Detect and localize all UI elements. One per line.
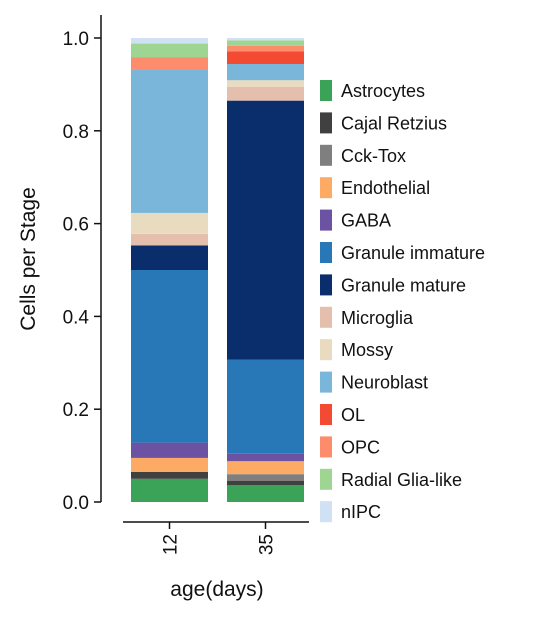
legend-label: Neuroblast xyxy=(341,373,428,393)
bar-segment-35-radial-glia-like xyxy=(227,40,304,46)
legend-label: Radial Glia-like xyxy=(341,470,462,490)
bar-segment-12-neuroblast xyxy=(131,69,208,213)
legend-label: Endothelial xyxy=(341,178,430,198)
bar-segment-12-cajal-retzius xyxy=(131,471,208,479)
legend-swatch xyxy=(320,306,332,328)
bar-segment-35-cajal-retzius xyxy=(227,480,304,486)
legend-label: Cck-Tox xyxy=(341,146,406,166)
legend-swatch xyxy=(320,371,332,393)
legend-swatch xyxy=(320,144,332,166)
bar-segment-35-cck-tox xyxy=(227,474,304,481)
bar-segment-35-mossy xyxy=(227,80,304,87)
bar-segment-35-opc xyxy=(227,45,304,52)
x-ticks: 12 35 xyxy=(161,522,278,555)
legend-label: Granule mature xyxy=(341,275,466,295)
legend: Astrocytes Cajal Retzius Cck-Tox Endothelia… xyxy=(320,80,485,523)
bar-segment-12-endothelial xyxy=(131,457,208,472)
legend-swatch xyxy=(320,177,332,199)
y-tick-label: 0.4 xyxy=(63,307,90,328)
legend-label: OL xyxy=(341,405,365,425)
legend-swatch xyxy=(320,242,332,263)
bar-segment-35-neuroblast xyxy=(227,63,304,81)
bar-segment-35-nipc xyxy=(227,38,304,41)
bar-segment-35-granule-immature xyxy=(227,359,304,454)
bar-segment-12-opc xyxy=(131,57,208,70)
legend-swatch xyxy=(320,468,332,490)
legend-label: GABA xyxy=(341,211,391,231)
legend-label: Cajal Retzius xyxy=(341,113,447,133)
y-tick-label: 0.8 xyxy=(63,122,89,143)
bar-segment-12-radial-glia-like xyxy=(131,43,208,58)
x-axis-title: age(days) xyxy=(170,578,263,601)
legend-swatch xyxy=(320,436,332,458)
y-tick-label: 0.6 xyxy=(63,215,89,236)
legend-swatch xyxy=(320,404,332,425)
legend-label: Mossy xyxy=(341,340,393,360)
bar-segment-35-gaba xyxy=(227,453,304,462)
y-ticks: 0.0 0.2 0.4 0.6 0.8 1.0 xyxy=(63,29,101,514)
x-tick-label: 35 xyxy=(257,534,278,555)
y-tick-label: 0.0 xyxy=(63,493,89,514)
bars-layer xyxy=(131,38,304,502)
bar-segment-12-microglia xyxy=(131,233,208,246)
bar-segment-35-granule-mature xyxy=(227,100,304,360)
legend-label: nIPC xyxy=(341,502,381,522)
bar-segment-12-granule-mature xyxy=(131,245,208,270)
bar-segment-35-microglia xyxy=(227,86,304,101)
legend-label: Astrocytes xyxy=(341,81,425,101)
legend-swatch xyxy=(320,501,332,523)
bar-segment-35-endothelial xyxy=(227,461,304,475)
legend-swatch xyxy=(320,274,332,296)
bar-segment-12-granule-immature xyxy=(131,270,208,443)
bar-segment-35-ol xyxy=(227,51,304,64)
bar-segment-12-nipc xyxy=(131,38,208,44)
legend-swatch xyxy=(320,339,332,361)
legend-swatch xyxy=(320,80,332,101)
y-tick-label: 0.2 xyxy=(63,400,89,421)
y-axis-title: Cells per Stage xyxy=(17,187,40,331)
legend-label: Granule immature xyxy=(341,243,485,263)
bar-segment-12-astrocytes xyxy=(131,478,208,502)
legend-swatch xyxy=(320,112,332,134)
bar-segment-35-astrocytes xyxy=(227,485,304,502)
legend-label: Microglia xyxy=(341,308,414,328)
y-tick-label: 1.0 xyxy=(63,29,89,50)
x-tick-label: 12 xyxy=(161,534,182,555)
bar-segment-12-gaba xyxy=(131,442,208,458)
bar-segment-12-mossy xyxy=(131,212,208,234)
legend-label: OPC xyxy=(341,437,380,457)
legend-swatch xyxy=(320,209,332,231)
